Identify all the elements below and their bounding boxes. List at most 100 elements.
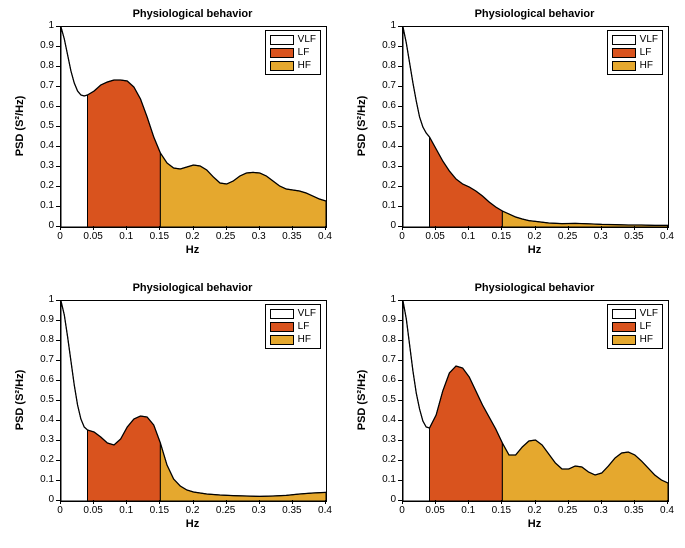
legend-label: VLF (298, 34, 316, 45)
xtick-mark (325, 226, 326, 230)
legend-label: LF (640, 321, 652, 332)
ytick-label: 0.9 (368, 40, 396, 51)
xtick-mark (435, 226, 436, 230)
ytick-mark (56, 66, 60, 67)
xtick-mark (535, 500, 536, 504)
xtick-label: 0 (57, 231, 63, 242)
legend-label: LF (640, 47, 652, 58)
xtick-label: 0.3 (252, 505, 266, 516)
figure-grid: Physiological behavior(A)00.10.20.30.40.… (0, 0, 685, 548)
ytick-mark (398, 26, 402, 27)
xtick-mark (468, 226, 469, 230)
ytick-mark (398, 106, 402, 107)
legend-label: HF (298, 334, 311, 345)
ytick-label: 0.9 (26, 40, 54, 51)
legend-swatch (612, 35, 636, 45)
legend-swatch (612, 322, 636, 332)
band-vlf (403, 301, 430, 501)
xtick-mark (126, 226, 127, 230)
xtick-mark (501, 226, 502, 230)
xtick-label: 0.25 (216, 505, 235, 516)
xtick-label: 0.15 (492, 505, 511, 516)
xtick-mark (226, 226, 227, 230)
panel-title: Physiological behavior (133, 8, 253, 20)
xtick-label: 0.15 (492, 231, 511, 242)
xtick-mark (568, 500, 569, 504)
ytick-mark (398, 460, 402, 461)
legend-item-vlf: VLF (612, 33, 658, 46)
ytick-label: 0 (26, 220, 54, 231)
legend: VLFLFHF (607, 304, 663, 349)
ytick-mark (398, 340, 402, 341)
ytick-label: 0.7 (26, 80, 54, 91)
ytick-label: 0.8 (26, 334, 54, 345)
band-vlf (403, 27, 430, 227)
band-vlf (61, 301, 88, 501)
legend: VLFLFHF (265, 304, 321, 349)
ytick-label: 0.2 (368, 454, 396, 465)
ytick-mark (56, 340, 60, 341)
ytick-mark (398, 400, 402, 401)
ytick-label: 0.5 (26, 120, 54, 131)
panel-title: Physiological behavior (133, 282, 253, 294)
ytick-mark (56, 480, 60, 481)
xtick-mark (601, 226, 602, 230)
xtick-mark (193, 500, 194, 504)
ytick-mark (56, 206, 60, 207)
ytick-mark (56, 360, 60, 361)
ytick-mark (56, 86, 60, 87)
xtick-label: 0.35 (624, 505, 643, 516)
xtick-mark (634, 500, 635, 504)
xtick-label: 0.3 (252, 231, 266, 242)
y-axis-label: PSD (S²/Hz) (356, 96, 368, 157)
ytick-label: 0.8 (368, 60, 396, 71)
xtick-label: 0.1 (119, 505, 133, 516)
xtick-label: 0 (399, 505, 405, 516)
legend-label: LF (298, 321, 310, 332)
ytick-label: 0 (26, 494, 54, 505)
xtick-label: 0.4 (318, 231, 332, 242)
legend-swatch (612, 309, 636, 319)
panel-title: Physiological behavior (475, 8, 595, 20)
legend-item-lf: LF (270, 46, 316, 59)
xtick-mark (126, 500, 127, 504)
ytick-mark (398, 206, 402, 207)
xtick-mark (435, 500, 436, 504)
legend-label: HF (298, 60, 311, 71)
ytick-label: 0.5 (368, 394, 396, 405)
xtick-mark (634, 226, 635, 230)
ytick-label: 1 (368, 294, 396, 305)
ytick-mark (56, 126, 60, 127)
ytick-label: 0.3 (368, 434, 396, 445)
xtick-label: 0.05 (83, 505, 102, 516)
ytick-label: 0.8 (368, 334, 396, 345)
xtick-label: 0.35 (282, 505, 301, 516)
ytick-label: 0.5 (368, 120, 396, 131)
legend-item-hf: HF (270, 333, 316, 346)
ytick-label: 0.5 (26, 394, 54, 405)
xtick-mark (468, 500, 469, 504)
ytick-mark (398, 420, 402, 421)
xtick-mark (568, 226, 569, 230)
y-axis-label: PSD (S²/Hz) (356, 370, 368, 431)
xtick-label: 0.25 (558, 505, 577, 516)
ytick-label: 0.6 (26, 374, 54, 385)
y-axis-label: PSD (S²/Hz) (14, 96, 26, 157)
ytick-label: 0.4 (368, 414, 396, 425)
xtick-label: 0.4 (660, 231, 674, 242)
ytick-mark (56, 320, 60, 321)
xtick-label: 0.35 (282, 231, 301, 242)
xtick-mark (159, 500, 160, 504)
xtick-label: 0.05 (425, 231, 444, 242)
xtick-label: 0.2 (528, 505, 542, 516)
band-hf (160, 153, 326, 227)
xtick-label: 0.1 (461, 231, 475, 242)
ytick-label: 1 (26, 294, 54, 305)
x-axis-label: Hz (528, 244, 541, 256)
xtick-label: 0.05 (425, 505, 444, 516)
ytick-label: 1 (26, 20, 54, 31)
ytick-label: 0.1 (26, 474, 54, 485)
panel-A: Physiological behavior(A)00.10.20.30.40.… (10, 6, 340, 266)
xtick-mark (667, 226, 668, 230)
ytick-mark (56, 420, 60, 421)
